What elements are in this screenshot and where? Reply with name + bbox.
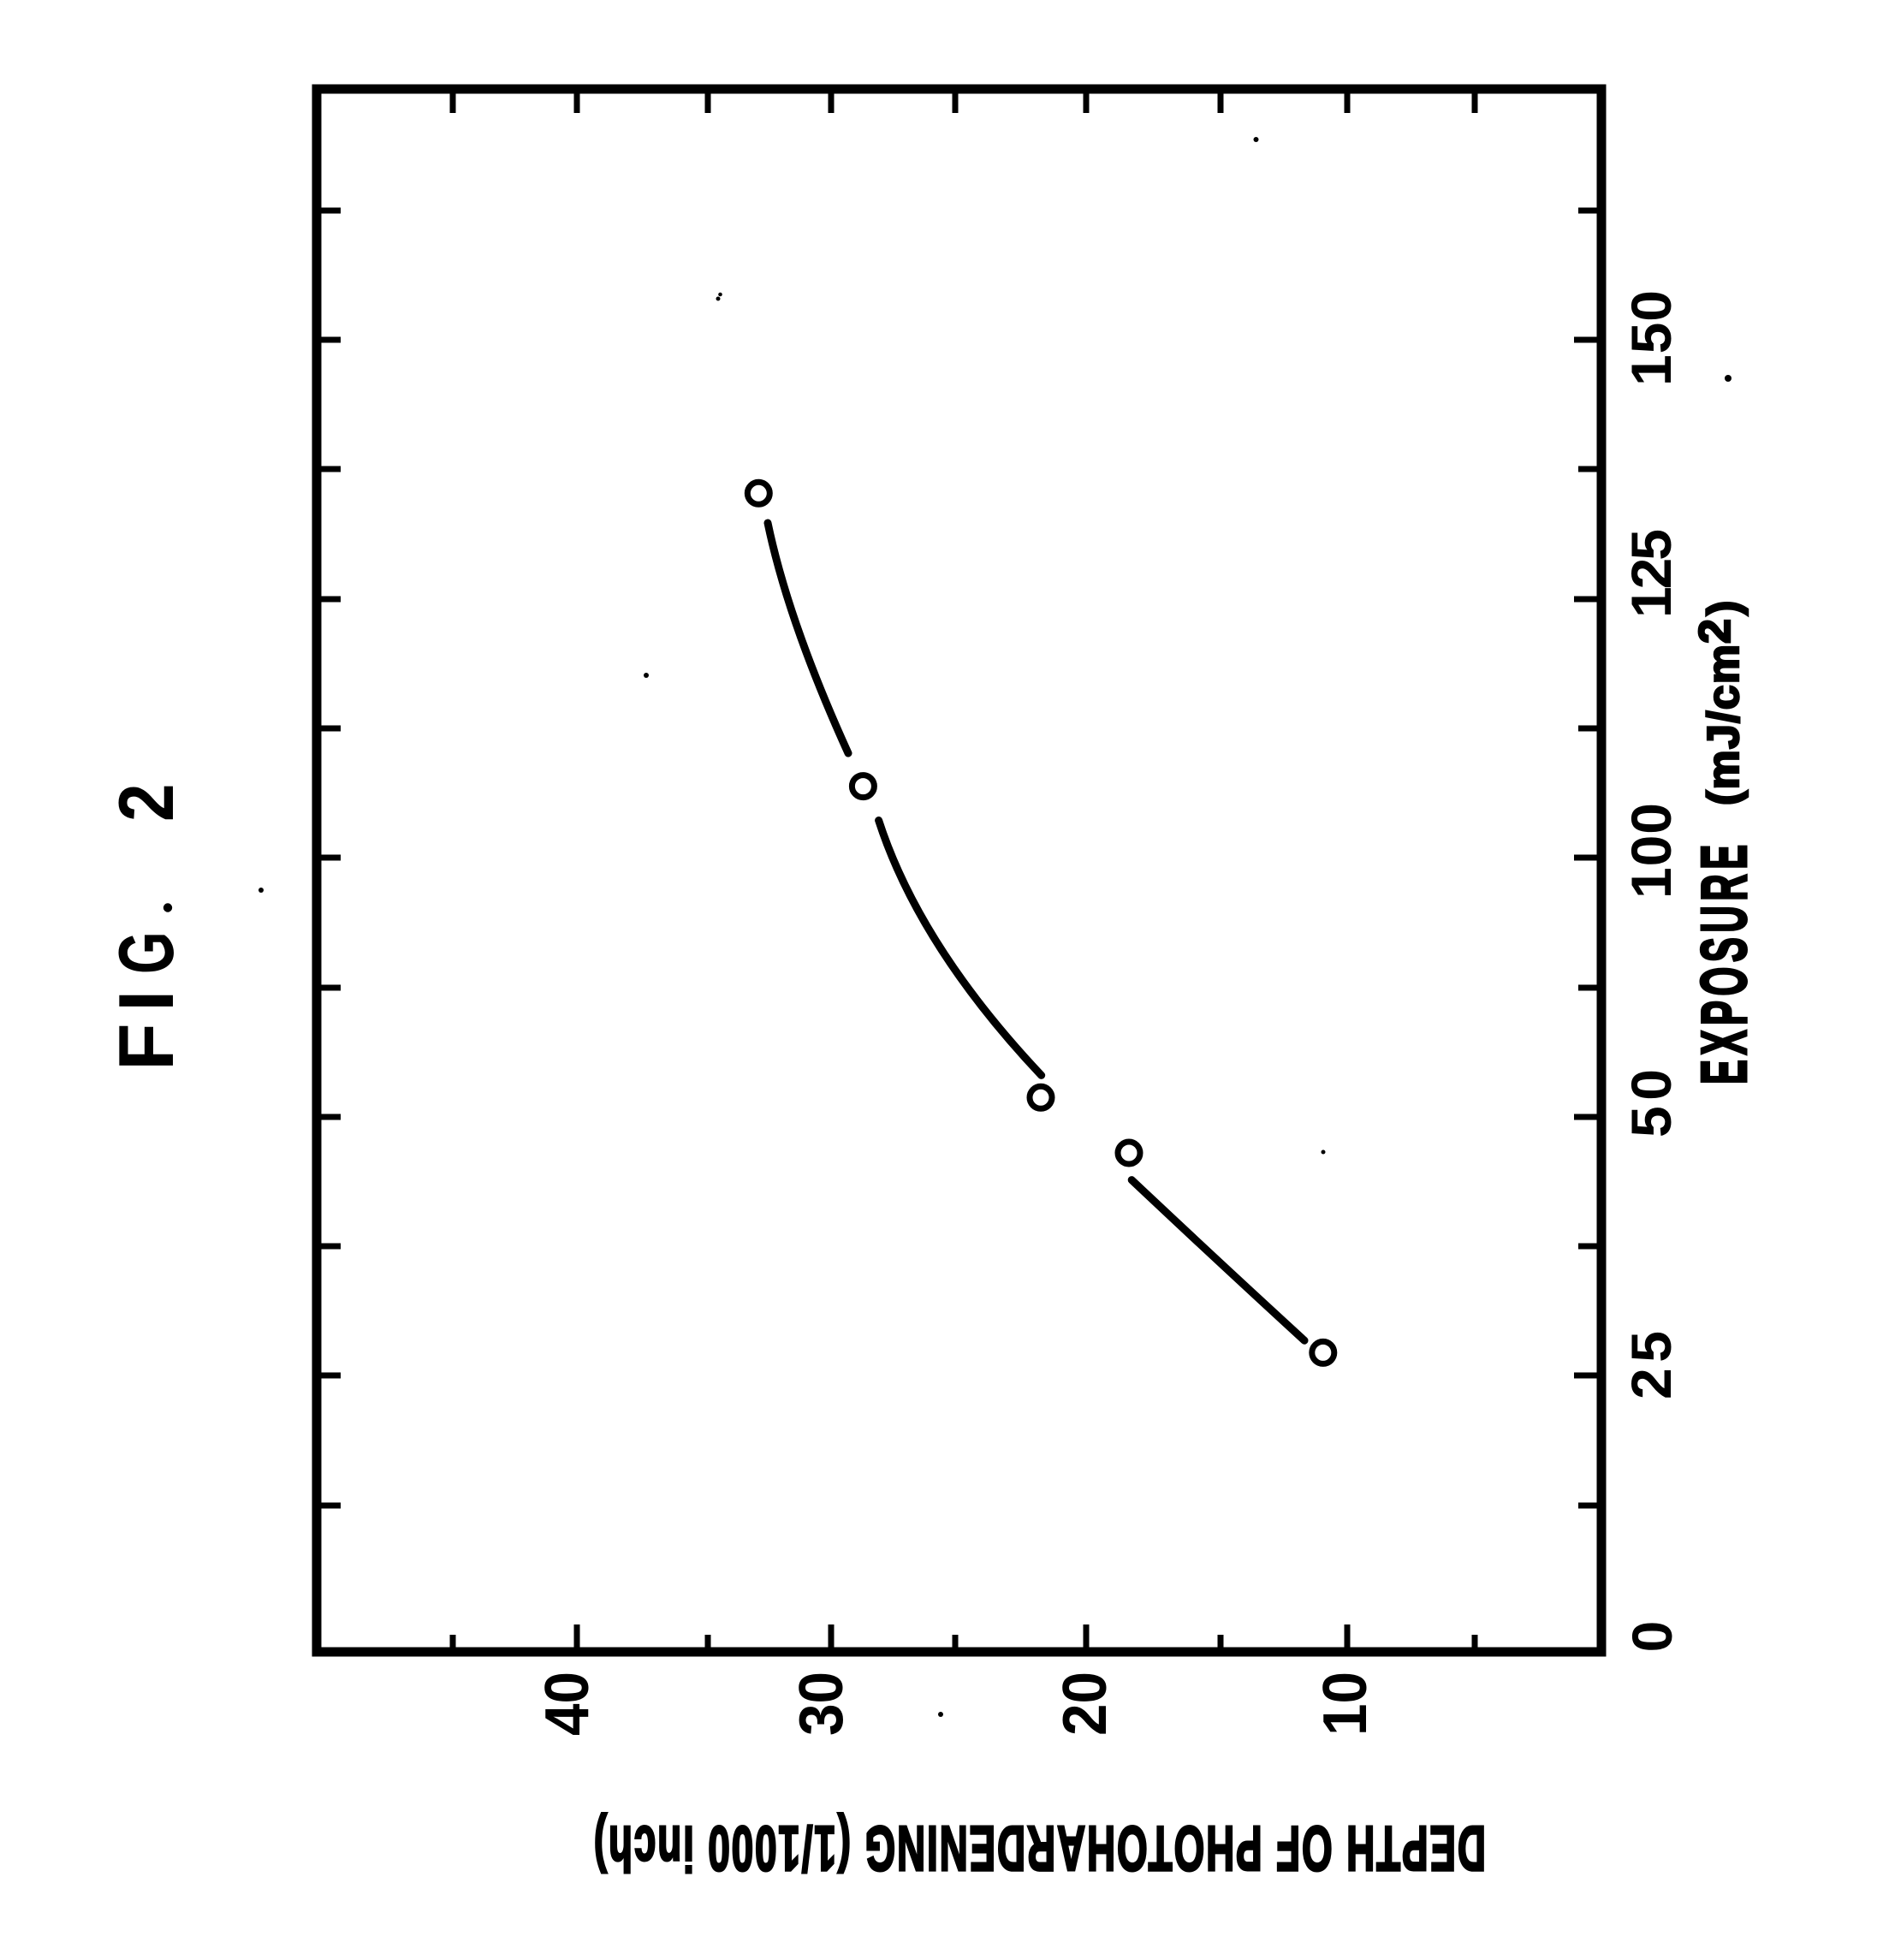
svg-text:40: 40 [533,1672,602,1736]
svg-text:(mJ/cm: (mJ/cm [1699,644,1749,805]
svg-text:EXPOSURE: EXPOSURE [1689,840,1760,1084]
svg-text:DEPTH OF PHOTOHARDENING (1/100: DEPTH OF PHOTOHARDENING (1/1000 inch) [592,1812,1486,1883]
svg-text:125: 125 [1619,529,1683,618]
svg-text:10: 10 [1311,1672,1380,1736]
svg-text:F: F [104,1023,190,1071]
svg-text:100: 100 [1619,803,1683,899]
svg-text:150: 150 [1619,290,1683,386]
svg-text:20: 20 [1051,1672,1120,1736]
svg-text:50: 50 [1619,1069,1683,1137]
svg-text:2: 2 [1690,619,1740,644]
svg-text:30: 30 [787,1672,856,1736]
svg-text:25: 25 [1619,1331,1683,1399]
svg-text:G: G [103,931,190,974]
svg-text:): ) [1699,601,1749,615]
svg-text:0: 0 [1620,1621,1684,1653]
svg-text:I: I [104,990,190,1012]
svg-text:2: 2 [103,783,190,822]
